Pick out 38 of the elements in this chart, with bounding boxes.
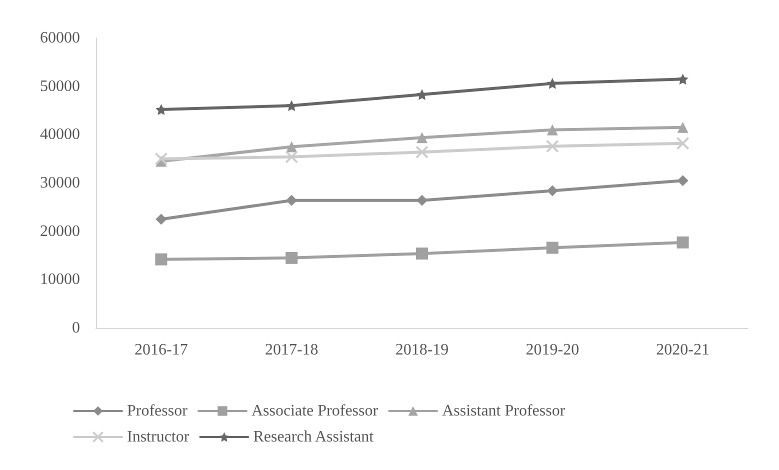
y-tick-label: 20000 — [40, 222, 80, 240]
point — [546, 185, 558, 196]
y-tick-label: 50000 — [40, 78, 80, 95]
point — [286, 141, 298, 152]
point — [546, 78, 558, 89]
point — [546, 124, 558, 136]
point — [677, 175, 688, 186]
point — [156, 214, 167, 225]
point — [416, 146, 428, 159]
point — [285, 150, 298, 164]
x-tick-label: 2020-21 — [656, 342, 710, 358]
x-tick-label: 2018-19 — [395, 342, 449, 358]
y-tick-label: 40000 — [40, 126, 80, 144]
y-tick-label: 30000 — [40, 174, 80, 192]
y-tick-label: 0 — [72, 320, 80, 336]
x-tick-label: 2016-17 — [134, 342, 188, 358]
y-tick-label: 60000 — [40, 30, 80, 46]
point — [416, 132, 428, 144]
point — [286, 252, 298, 264]
legend-label: Instructor — [127, 428, 190, 446]
point — [677, 74, 688, 85]
point — [416, 248, 428, 260]
point — [286, 194, 298, 206]
point — [154, 152, 168, 166]
point — [676, 136, 690, 150]
point — [546, 140, 559, 153]
x-tick-label: 2019-20 — [526, 342, 580, 358]
x-tick-label: 2017-18 — [264, 342, 318, 358]
point — [546, 242, 558, 254]
legend-label: Research Assistant — [253, 428, 374, 446]
point — [155, 253, 168, 266]
point — [676, 236, 689, 248]
point — [416, 194, 428, 206]
legend-label: Professor — [127, 402, 188, 420]
y-tick-label: 10000 — [40, 271, 80, 288]
legend-label: Associate Professor — [251, 402, 379, 420]
point — [677, 122, 688, 133]
legend-label: Assistant Professor — [442, 402, 566, 420]
